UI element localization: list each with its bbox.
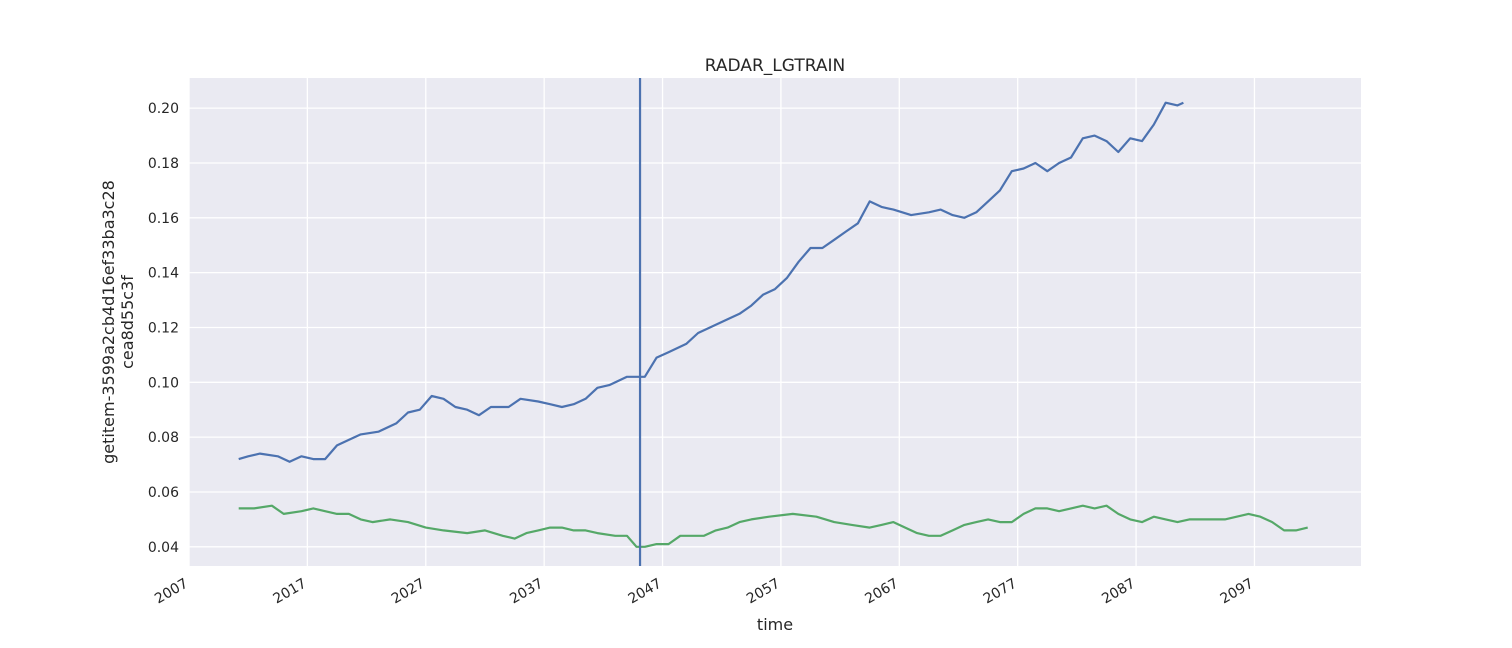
x-tick-label: 2057 [744,576,783,608]
chart-title: RADAR_LGTRAIN [705,56,845,76]
x-tick-label: 2017 [271,576,310,608]
y-tick-label: 0.08 [148,430,179,446]
y-tick-label: 0.20 [148,101,179,117]
y-tick-label: 0.06 [148,485,179,501]
y-tick-label: 0.16 [148,211,179,227]
x-tick-label: 2047 [626,576,665,608]
x-tick-label: 2027 [389,576,428,608]
y-tick-label: 0.04 [148,540,179,556]
x-gridlines [188,78,1256,566]
x-tick-labels: 2007 2017 2027 2037 2047 2057 2067 2077 2087 2097 [152,576,1256,608]
plot-background [189,78,1361,566]
x-axis-label: time [757,615,793,634]
series-line-1 [238,101,1184,463]
x-tick-label: 2077 [981,576,1020,608]
y-tick-labels: 0.04 0.06 0.08 0.10 0.12 0.14 0.16 0.18 0.20 [148,101,179,556]
y-tick-label: 0.10 [148,375,179,391]
x-tick-label: 2067 [862,576,901,608]
y-gridlines [189,107,1361,548]
y-axis-label-line-2: cea8d55c3f [118,275,137,369]
x-tick-label: 2087 [1099,576,1138,608]
series-line-2 [238,504,1308,548]
series-layer [238,101,1308,548]
x-tick-label: 2037 [507,576,546,608]
x-tick-label: 2007 [152,576,191,608]
y-tick-label: 0.12 [148,320,179,336]
y-tick-label: 0.14 [148,266,179,282]
y-axis-label-line-1: getitem-3599a2cb4d16ef33ba3c28 [99,180,118,464]
x-tick-label: 2097 [1218,576,1257,608]
y-tick-label: 0.18 [148,156,179,172]
